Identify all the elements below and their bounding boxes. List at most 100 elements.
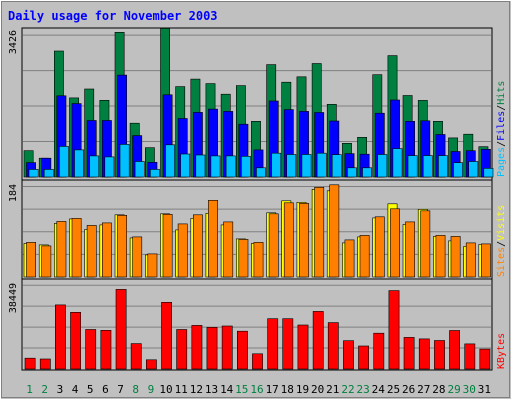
x-tick-label-day-21: 21 <box>326 383 339 396</box>
bar-sites-day-16 <box>253 242 264 278</box>
bar-sites-day-1 <box>26 242 36 278</box>
bar-pages-day-27 <box>422 155 433 178</box>
bar-pages-day-6 <box>104 156 115 178</box>
x-tick-label-day-20: 20 <box>311 383 324 396</box>
x-tick-label-day-2: 2 <box>41 383 48 396</box>
plot-area <box>21 27 493 371</box>
bar-kbytes-day-1 <box>24 357 36 370</box>
x-tick-label-day-28: 28 <box>432 383 445 396</box>
x-tick-label-day-15: 15 <box>235 383 248 396</box>
bar-kbytes-day-18 <box>282 318 294 370</box>
panel-legend: KBytes <box>496 333 507 369</box>
bar-kbytes-day-5 <box>85 329 97 370</box>
x-tick-label-day-23: 23 <box>356 383 369 396</box>
bar-pages-day-24 <box>377 154 388 178</box>
bar-sites-day-15 <box>238 239 249 278</box>
bar-pages-day-23 <box>362 167 372 178</box>
bar-kbytes-day-12 <box>191 325 203 370</box>
bar-pages-day-29 <box>453 162 463 178</box>
x-tick-label-day-10: 10 <box>159 383 172 396</box>
bar-kbytes-day-4 <box>70 311 81 370</box>
bar-sites-day-14 <box>223 221 234 278</box>
x-tick-label-day-3: 3 <box>57 383 64 396</box>
bar-sites-day-11 <box>177 223 188 278</box>
bar-pages-day-25 <box>392 148 403 178</box>
bar-kbytes-day-14 <box>221 325 233 370</box>
x-tick-label-day-13: 13 <box>205 383 218 396</box>
legend-visits: Visits <box>496 205 507 241</box>
bar-sites-day-5 <box>86 225 97 278</box>
bar-sites-day-18 <box>283 202 294 278</box>
x-tick-label-day-9: 9 <box>148 383 155 396</box>
x-tick-label-day-14: 14 <box>220 383 234 396</box>
bar-kbytes-day-25 <box>388 290 400 370</box>
bar-pages-day-1 <box>28 169 39 178</box>
bar-sites-day-30 <box>465 242 476 278</box>
bar-pages-day-13 <box>210 155 221 178</box>
bar-pages-day-7 <box>119 144 130 178</box>
x-tick-label-day-17: 17 <box>266 383 279 396</box>
panel-legend: Sites/Visits <box>496 205 507 277</box>
bar-pages-day-15 <box>241 156 251 178</box>
x-tick-label-day-24: 24 <box>372 383 386 396</box>
bar-sites-day-7 <box>117 215 127 278</box>
legend-hits: Hits <box>496 81 507 105</box>
bar-pages-day-19 <box>301 154 312 178</box>
x-tick-label-day-19: 19 <box>296 383 309 396</box>
bar-sites-day-25 <box>390 208 400 278</box>
bar-pages-day-30 <box>468 161 479 178</box>
bar-sites-day-13 <box>208 200 218 278</box>
x-tick-label-day-31: 31 <box>478 383 491 396</box>
bar-pages-day-10 <box>165 144 175 178</box>
bar-kbytes-day-23 <box>358 345 369 370</box>
bar-sites-day-31 <box>480 243 491 278</box>
x-tick-label-day-27: 27 <box>417 383 430 396</box>
bar-kbytes-day-17 <box>267 318 279 370</box>
chart-title: Daily usage for November 2003 <box>8 9 218 23</box>
x-tick-label-day-6: 6 <box>102 383 109 396</box>
bar-kbytes-day-31 <box>479 348 491 370</box>
bar-sites-day-19 <box>299 203 309 278</box>
x-tick-label-day-26: 26 <box>402 383 415 396</box>
bar-sites-day-2 <box>41 245 52 278</box>
bar-sites-day-10 <box>162 214 173 278</box>
bar-sites-day-20 <box>314 187 325 278</box>
legend-files: Files <box>496 111 507 141</box>
bar-sites-day-26 <box>405 221 415 278</box>
bar-kbytes-day-20 <box>312 311 324 370</box>
x-tick-label-day-22: 22 <box>341 383 354 396</box>
bar-pages-day-12 <box>195 154 206 178</box>
bar-sites-day-22 <box>344 239 355 278</box>
x-tick-label-day-5: 5 <box>87 383 94 396</box>
bar-kbytes-day-15 <box>237 330 248 370</box>
bar-pages-day-22 <box>347 167 357 178</box>
x-tick-label-day-4: 4 <box>72 383 79 396</box>
x-tick-label-day-30: 30 <box>463 383 476 396</box>
bar-sites-day-6 <box>102 222 112 278</box>
bar-sites-day-24 <box>374 216 385 278</box>
x-tick-label-day-18: 18 <box>281 383 294 396</box>
x-tick-label-day-11: 11 <box>175 383 188 396</box>
bar-kbytes-day-28 <box>434 340 445 370</box>
bar-pages-day-2 <box>43 169 54 178</box>
bar-kbytes-day-8 <box>130 343 142 370</box>
x-tick-label-day-8: 8 <box>132 383 139 396</box>
bar-sites-day-21 <box>329 184 340 278</box>
x-tick-label-day-25: 25 <box>387 383 400 396</box>
x-tick-label-day-29: 29 <box>447 383 460 396</box>
bar-pages-day-3 <box>58 146 69 178</box>
bar-kbytes-day-6 <box>100 329 112 370</box>
bar-sites-day-29 <box>450 236 461 278</box>
bar-sites-day-17 <box>268 213 279 278</box>
bar-pages-day-16 <box>256 167 266 178</box>
bar-sites-day-27 <box>420 210 431 278</box>
bar-pages-day-8 <box>134 161 145 178</box>
x-tick-label-day-7: 7 <box>117 383 124 396</box>
bar-pages-day-28 <box>438 155 448 178</box>
bar-sites-day-12 <box>193 214 203 278</box>
bar-kbytes-day-3 <box>54 304 66 370</box>
bar-sites-day-3 <box>56 221 67 278</box>
bar-kbytes-day-2 <box>39 358 51 370</box>
